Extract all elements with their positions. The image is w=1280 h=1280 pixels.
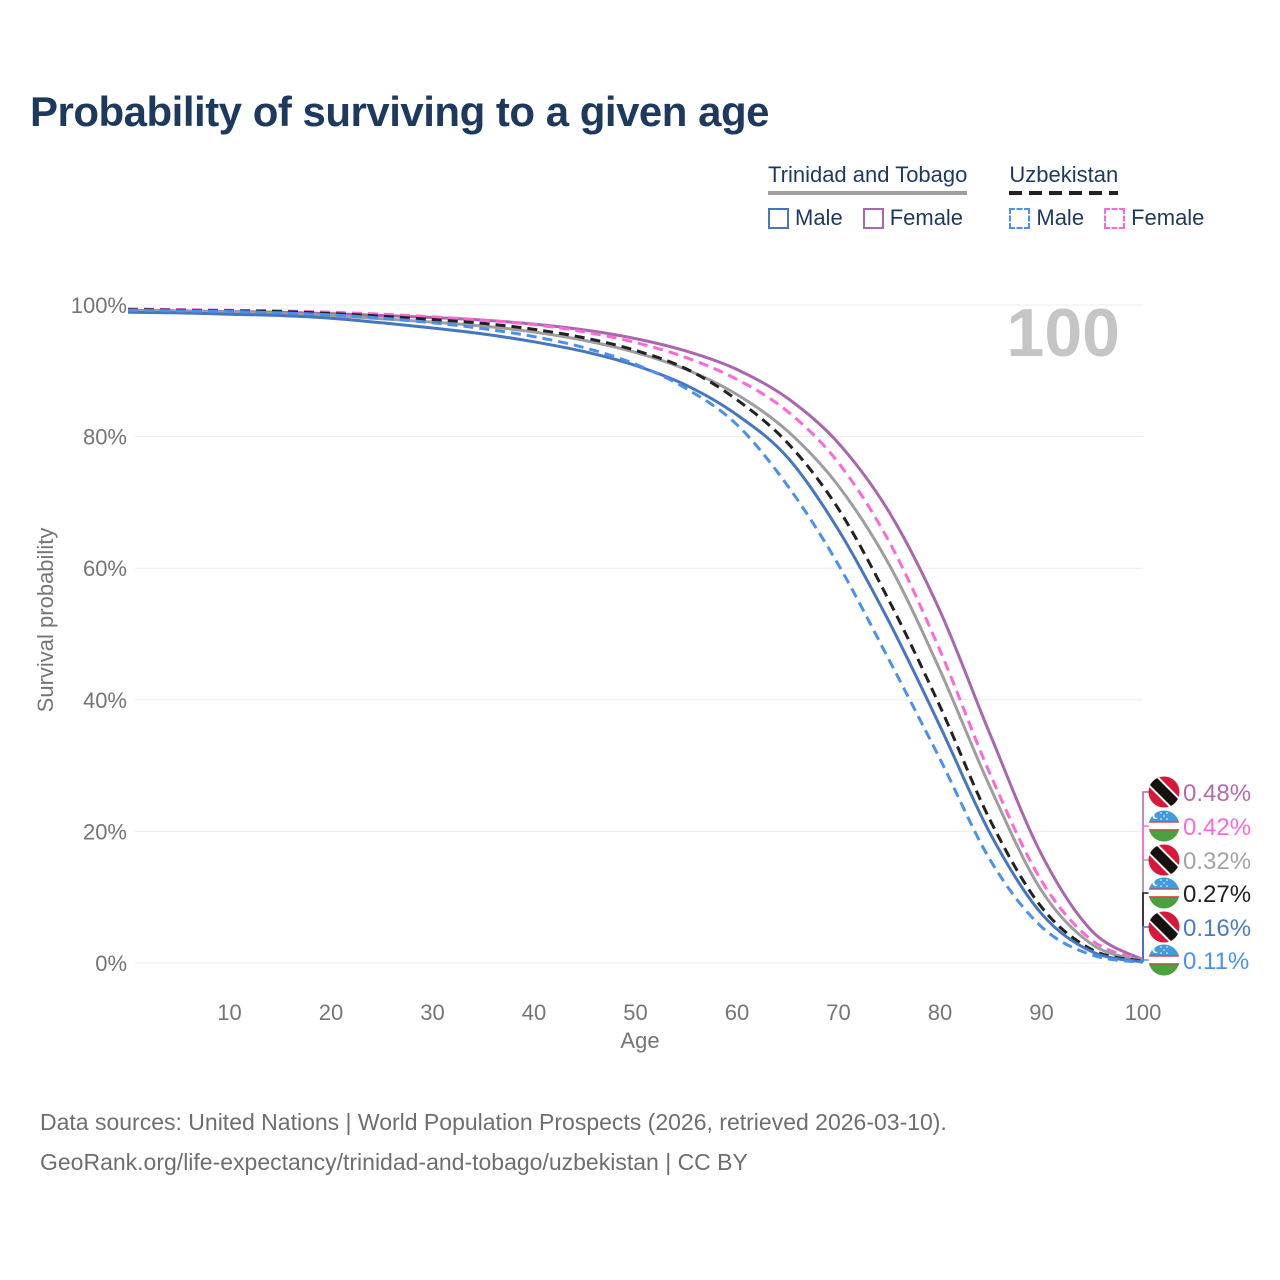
end-value-label-trinidad-and-tobago-female: 0.48%	[1183, 780, 1251, 807]
x-tick-label: 50	[623, 1000, 647, 1025]
legend-underline-0	[768, 191, 968, 195]
legend-group-title: Trinidad and Tobago	[768, 162, 968, 195]
legend-swatch-0-0[interactable]	[768, 207, 789, 229]
legend-swatch-1-1[interactable]	[1104, 207, 1126, 229]
legend-item-trinidad-female[interactable]: Female	[862, 205, 964, 231]
end-value-label-uzbekistan-both: 0.27%	[1183, 881, 1251, 908]
x-axis-title: Age	[620, 1028, 660, 1053]
y-tick-label: 20%	[83, 819, 127, 844]
legend-item-uzbekistan-female[interactable]: Female	[1104, 205, 1204, 231]
legend: Trinidad and Tobago Male Female Uzbekist…	[768, 162, 1204, 231]
x-tick-label: 20	[319, 1000, 343, 1025]
x-tick-label: 40	[522, 1000, 546, 1025]
footer-data-sources: Data sources: United Nations | World Pop…	[40, 1109, 947, 1135]
y-tick-label: 80%	[83, 425, 127, 450]
x-tick-label: 100	[1125, 1000, 1162, 1025]
legend-item-label: Female	[1131, 205, 1205, 230]
legend-item-label: Male	[795, 205, 843, 230]
legend-group-title: Uzbekistan	[1009, 162, 1119, 195]
legend-group-label: Uzbekistan	[1009, 162, 1119, 187]
legend-group-trinidad-and-tobago: Trinidad and Tobago Male Female	[768, 162, 968, 231]
y-tick-label: 0%	[95, 951, 127, 976]
legend-group-label: Trinidad and Tobago	[768, 162, 968, 187]
leader-line-trinidad-and-tobago-male	[1142, 926, 1150, 962]
end-value-label-uzbekistan-female: 0.42%	[1183, 814, 1251, 841]
leader-line-uzbekistan-male	[1142, 959, 1150, 963]
legend-item-trinidad-male[interactable]: Male	[768, 205, 843, 231]
x-tick-label: 80	[928, 1000, 952, 1025]
legend-item-label: Female	[889, 205, 964, 230]
end-value-label-trinidad-and-tobago-both: 0.32%	[1183, 848, 1251, 875]
end-value-label-trinidad-and-tobago-male: 0.16%	[1183, 915, 1251, 942]
uzbekistan-flag-icon	[1148, 877, 1180, 909]
end-value-label-uzbekistan-male: 0.11%	[1183, 948, 1249, 975]
legend-item-label: Male	[1036, 205, 1085, 230]
series-line-trinidad-and-tobago-male	[127, 310, 1144, 964]
legend-underline-1	[1009, 191, 1119, 195]
x-tick-label: 10	[217, 1000, 241, 1025]
y-tick-label: 40%	[83, 688, 127, 713]
uzbekistan-flag-icon	[1148, 810, 1180, 842]
series-line-uzbekistan-male	[127, 308, 1144, 964]
x-tick-label: 70	[826, 1000, 850, 1025]
hover-age-watermark: 100	[1006, 295, 1120, 371]
footer-attribution: GeoRank.org/life-expectancy/trinidad-and…	[40, 1149, 748, 1175]
leader-line-trinidad-and-tobago-both	[1142, 859, 1150, 961]
y-tick-label: 100%	[71, 293, 127, 318]
legend-swatch-1-0[interactable]	[1009, 207, 1031, 229]
uzbekistan-flag-icon	[1148, 944, 1180, 976]
x-tick-label: 90	[1029, 1000, 1053, 1025]
legend-group-uzbekistan: Uzbekistan Male Female	[1009, 162, 1204, 231]
trinidad-and-tobago-flag-icon	[1148, 776, 1180, 808]
y-tick-label: 60%	[83, 556, 127, 581]
y-axis-title: Survival probability	[33, 527, 58, 713]
footer: Data sources: United Nations | World Pop…	[40, 1102, 947, 1182]
x-tick-label: 60	[725, 1000, 749, 1025]
leader-line-trinidad-and-tobago-female	[1142, 791, 1150, 960]
trinidad-and-tobago-flag-icon	[1148, 911, 1180, 943]
legend-item-uzbekistan-male[interactable]: Male	[1009, 205, 1084, 231]
legend-swatch-0-1[interactable]	[862, 207, 884, 229]
page-title: Probability of surviving to a given age	[30, 88, 769, 135]
x-tick-label: 30	[420, 1000, 444, 1025]
trinidad-and-tobago-flag-icon	[1148, 844, 1180, 876]
